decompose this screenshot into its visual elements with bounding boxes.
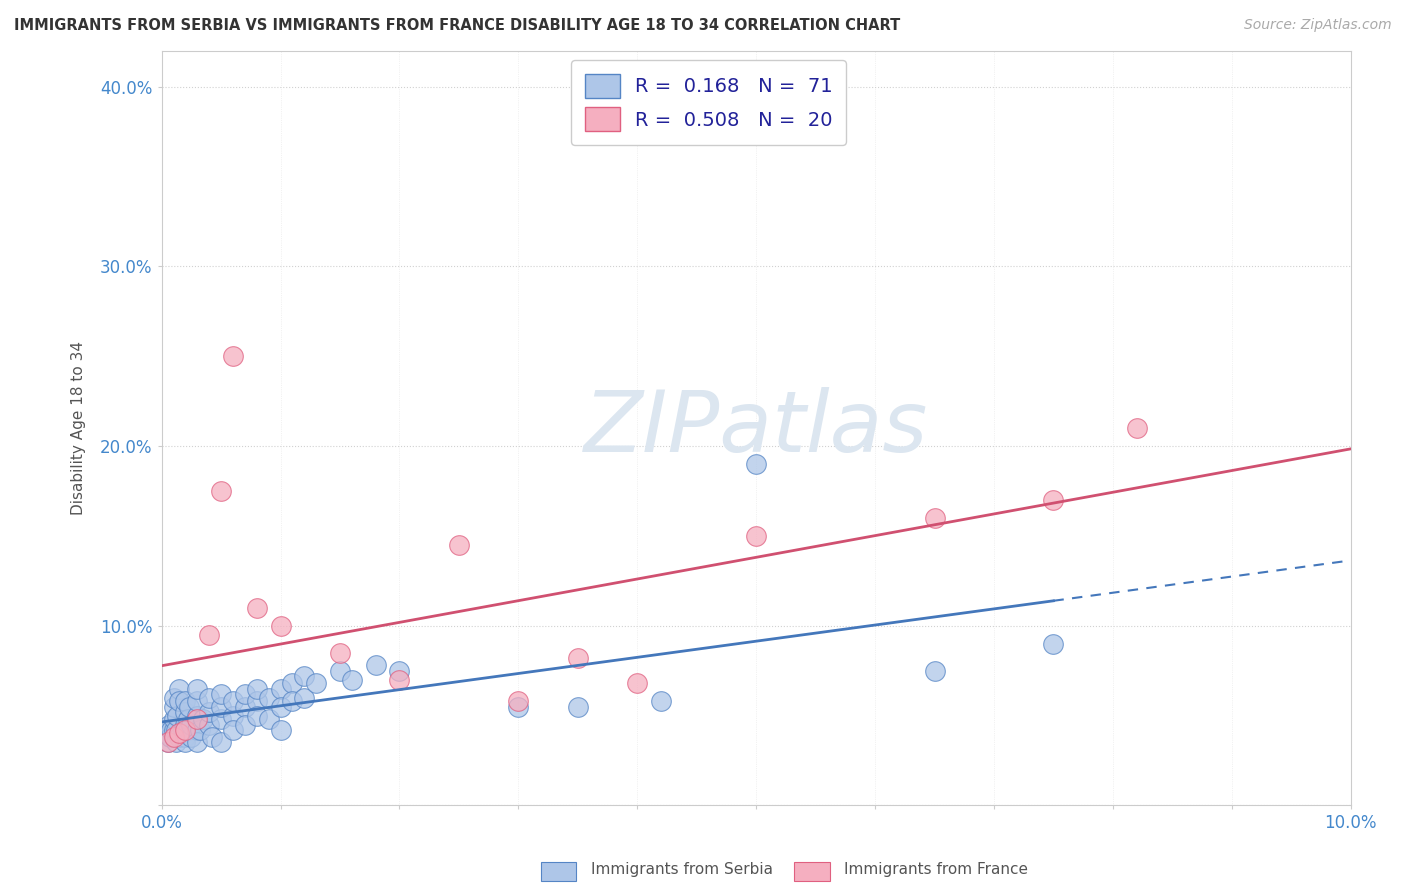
Point (186, 681, 208, 696)
Point (156, 735, 179, 749)
Point (388, 664, 411, 678)
Point (159, 730, 181, 744)
Point (198, 717, 221, 731)
Point (1125, 421, 1147, 435)
Point (169, 681, 191, 696)
Point (186, 735, 208, 749)
Point (246, 708, 269, 723)
Point (209, 735, 232, 749)
Point (174, 717, 197, 731)
Point (508, 699, 530, 714)
Point (292, 669, 315, 683)
Text: Immigrants from Serbia: Immigrants from Serbia (591, 863, 772, 877)
Point (329, 646, 352, 660)
Point (162, 690, 184, 705)
Point (246, 694, 269, 708)
Point (169, 730, 191, 744)
Text: ZIPatlas: ZIPatlas (583, 386, 928, 469)
Point (1042, 637, 1064, 651)
Point (270, 681, 292, 696)
Point (222, 708, 245, 723)
Point (174, 723, 197, 737)
Point (177, 699, 200, 714)
Point (281, 676, 304, 690)
Point (186, 712, 208, 726)
Y-axis label: Disability Age 18 to 34: Disability Age 18 to 34 (72, 341, 86, 515)
Point (257, 712, 280, 726)
Point (292, 690, 315, 705)
Point (281, 694, 304, 708)
Point (745, 529, 768, 543)
Point (198, 705, 221, 719)
Text: IMMIGRANTS FROM SERBIA VS IMMIGRANTS FROM FRANCE DISABILITY AGE 18 TO 34 CORRELA: IMMIGRANTS FROM SERBIA VS IMMIGRANTS FRO… (14, 18, 900, 33)
Point (162, 730, 184, 744)
Text: Source: ZipAtlas.com: Source: ZipAtlas.com (1244, 18, 1392, 32)
Point (180, 717, 202, 731)
Point (165, 723, 187, 737)
Point (924, 664, 946, 678)
Point (626, 676, 648, 690)
Point (155, 726, 177, 740)
Point (162, 723, 184, 737)
Point (270, 723, 292, 737)
Point (650, 694, 672, 708)
Point (209, 687, 232, 701)
Legend: R =  0.168   N =  71, R =  0.508   N =  20: R = 0.168 N = 71, R = 0.508 N = 20 (571, 61, 846, 145)
Point (364, 658, 387, 673)
Point (177, 712, 200, 726)
Point (188, 723, 211, 737)
Point (329, 664, 352, 678)
Point (177, 723, 200, 737)
Point (246, 600, 269, 615)
Point (305, 676, 328, 690)
Point (209, 712, 232, 726)
Point (567, 651, 589, 665)
Point (200, 730, 222, 744)
Point (186, 708, 208, 723)
Point (508, 694, 530, 708)
Point (172, 723, 194, 737)
Point (924, 511, 946, 525)
Point (246, 681, 269, 696)
Point (160, 723, 183, 737)
Point (169, 694, 191, 708)
Point (745, 457, 768, 471)
Point (165, 735, 187, 749)
Text: Immigrants from France: Immigrants from France (844, 863, 1028, 877)
Point (169, 726, 191, 740)
Point (174, 694, 197, 708)
Point (162, 699, 184, 714)
Point (209, 483, 232, 498)
Point (257, 690, 280, 705)
Point (233, 699, 256, 714)
Point (447, 538, 470, 552)
Point (186, 694, 208, 708)
Point (162, 712, 184, 726)
Point (340, 673, 363, 687)
Point (388, 673, 411, 687)
Point (222, 349, 245, 363)
Point (174, 730, 197, 744)
Point (174, 705, 197, 719)
Point (174, 735, 197, 749)
Point (222, 723, 245, 737)
Point (186, 723, 208, 737)
Point (1042, 492, 1064, 507)
Point (156, 735, 179, 749)
Point (180, 730, 202, 744)
Point (198, 690, 221, 705)
Point (233, 717, 256, 731)
Point (162, 730, 184, 744)
Point (198, 628, 221, 642)
Point (222, 694, 245, 708)
Point (157, 717, 180, 731)
Point (193, 712, 215, 726)
Point (209, 699, 232, 714)
Point (567, 699, 589, 714)
Point (270, 618, 292, 632)
Point (233, 687, 256, 701)
Point (166, 708, 188, 723)
Point (270, 699, 292, 714)
